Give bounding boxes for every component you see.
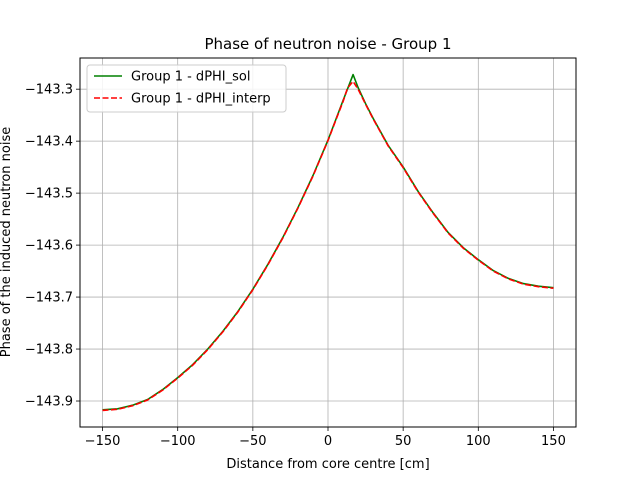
axis-ticks: −150 −100 −50 0 50 100 150 −143.3 −143.4 −143.5 −1… (25, 83, 566, 449)
x-tick-label: 50 (395, 434, 412, 449)
legend: Group 1 - dPHI_sol Group 1 - dPHI_interp (86, 64, 287, 113)
x-tick-label: −100 (160, 434, 196, 449)
y-tick-label: −143.7 (25, 291, 73, 306)
series-layer (102, 73, 554, 412)
x-tick-label: 0 (324, 434, 332, 449)
x-tick-label: 150 (541, 434, 566, 449)
x-tick-label: −150 (85, 434, 121, 449)
y-tick-label: −143.6 (25, 239, 73, 254)
series-line (102, 80, 554, 412)
grid (80, 58, 576, 427)
y-axis-label: Phase of the induced neutron noise (0, 127, 14, 357)
legend-box (86, 64, 287, 113)
y-tick-label: −143.3 (25, 83, 73, 98)
y-tick-label: −143.4 (25, 135, 73, 150)
x-tick-label: 100 (466, 434, 491, 449)
x-tick-label: −50 (239, 434, 266, 449)
chart-title: Phase of neutron noise - Group 1 (204, 35, 451, 53)
legend-label: Group 1 - dPHI_sol (131, 70, 250, 85)
y-tick-label: −143.8 (25, 343, 73, 358)
y-tick-label: −143.5 (25, 187, 73, 202)
legend-label: Group 1 - dPHI_interp (131, 92, 271, 107)
x-axis-label: Distance from core centre [cm] (226, 457, 429, 472)
y-tick-label: −143.9 (25, 395, 73, 410)
